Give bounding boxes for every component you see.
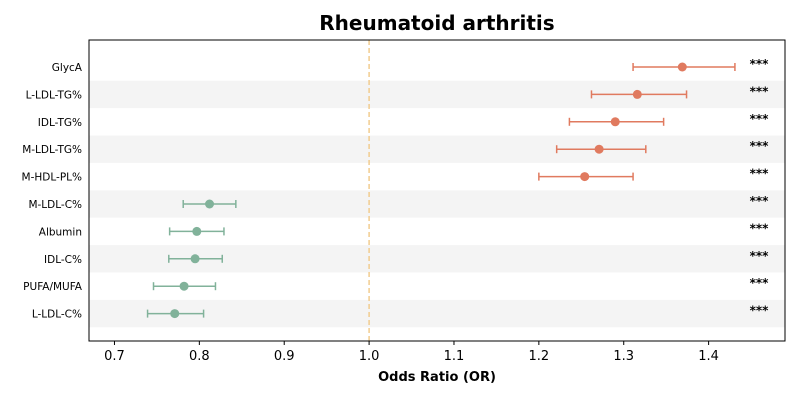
significance-marker: *** <box>750 167 770 181</box>
row-label: M-LDL-C% <box>28 199 82 211</box>
odds-ratio-point <box>190 254 200 264</box>
plot-frame <box>88 39 786 342</box>
significance-marker: *** <box>750 249 770 263</box>
forest-row: M-HDL-PL% *** <box>22 167 770 184</box>
significance-marker: *** <box>750 194 770 208</box>
row-label: IDL-TG% <box>38 117 82 129</box>
forest-row: Albumin *** <box>39 221 769 238</box>
odds-ratio-point <box>632 89 642 99</box>
row-label: M-LDL-TG% <box>22 144 82 156</box>
forest-row: M-LDL-TG% *** <box>22 139 769 156</box>
x-tick-label: 1.2 <box>529 349 550 364</box>
forest-row: IDL-TG% *** <box>38 112 769 129</box>
odds-ratio-point <box>179 281 189 291</box>
row-label: IDL-C% <box>44 254 82 266</box>
significance-marker: *** <box>750 57 770 71</box>
x-tick-label: 0.9 <box>274 349 295 364</box>
odds-ratio-point <box>192 226 202 236</box>
row-band <box>89 299 785 328</box>
odds-ratio-point <box>677 62 687 72</box>
chart-title: Rheumatoid arthritis <box>319 11 554 35</box>
forest-row: IDL-C% *** <box>44 249 769 266</box>
odds-ratio-point <box>610 117 620 127</box>
odds-ratio-point <box>594 144 604 154</box>
row-label: Albumin <box>39 226 82 238</box>
forest-row: L-LDL-C% *** <box>32 304 769 321</box>
significance-marker: *** <box>750 276 770 290</box>
significance-marker: *** <box>750 84 770 98</box>
x-axis-label: Odds Ratio (OR) <box>378 370 496 385</box>
x-tick-label: 1.3 <box>613 349 634 364</box>
significance-marker: *** <box>750 112 770 126</box>
row-label: L-LDL-C% <box>32 309 82 321</box>
x-tick-label: 0.7 <box>104 349 125 364</box>
x-tick-label: 1.1 <box>444 349 465 364</box>
row-bands <box>89 80 785 328</box>
odds-ratio-point <box>205 199 215 209</box>
significance-marker: *** <box>750 221 770 235</box>
row-label: M-HDL-PL% <box>22 172 82 184</box>
significance-marker: *** <box>750 139 770 153</box>
row-label: GlycA <box>52 62 83 74</box>
odds-ratio-point <box>580 172 590 182</box>
row-band <box>89 135 785 163</box>
row-label: L-LDL-TG% <box>26 89 82 101</box>
odds-ratio-point <box>170 309 180 319</box>
forest-row: PUFA/MUFA *** <box>23 276 769 293</box>
forest-row: GlycA *** <box>52 57 769 74</box>
significance-marker: *** <box>750 304 770 318</box>
data-rows: GlycA *** L-LDL-TG% *** IDL-TG% *** M-LDL-TG% *… <box>22 57 770 321</box>
forest-row: L-LDL-TG% *** <box>26 84 770 101</box>
x-axis: 0.7 0.8 0.9 1.0 1.1 1.2 1.3 1.4 <box>104 341 719 364</box>
forest-row: M-LDL-C% *** <box>28 194 769 211</box>
x-tick-label: 1.0 <box>359 349 380 364</box>
row-label: PUFA/MUFA <box>23 281 83 293</box>
x-tick-label: 0.8 <box>189 349 210 364</box>
x-tick-label: 1.4 <box>698 349 719 364</box>
